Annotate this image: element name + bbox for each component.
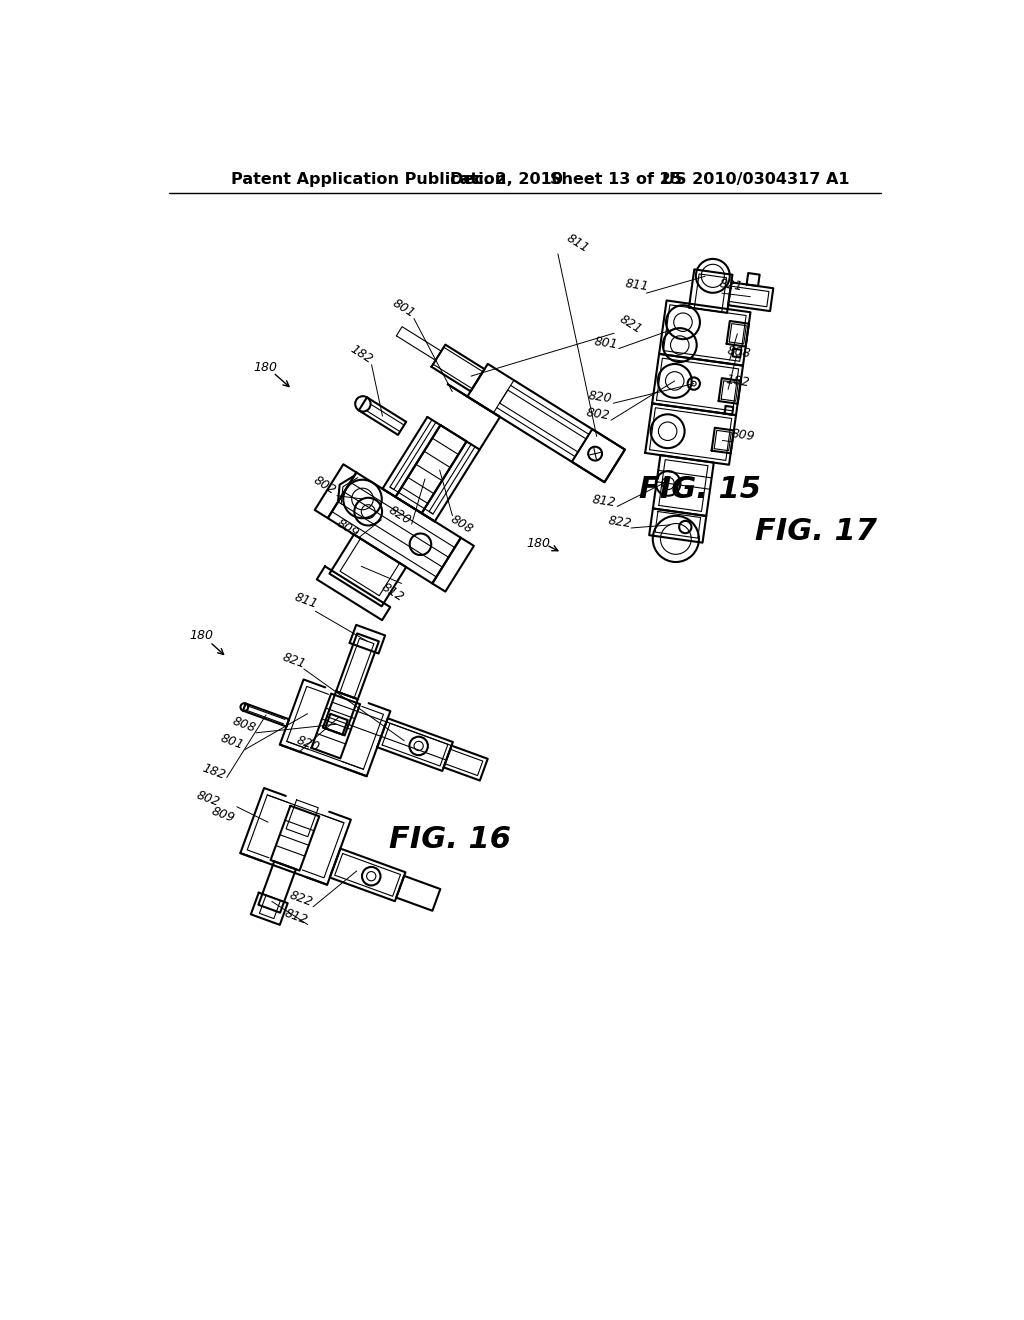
Text: 812: 812: [591, 492, 616, 510]
Text: Sheet 13 of 25: Sheet 13 of 25: [550, 172, 682, 186]
Text: 808: 808: [231, 715, 258, 735]
Text: 821: 821: [719, 277, 744, 293]
Text: FIG. 15: FIG. 15: [639, 475, 762, 504]
Text: 182: 182: [348, 343, 375, 367]
Text: 822: 822: [607, 513, 632, 529]
Text: Patent Application Publication: Patent Application Publication: [230, 172, 506, 186]
Text: 812: 812: [379, 579, 406, 603]
Text: 822: 822: [288, 888, 315, 909]
Text: 821: 821: [281, 651, 307, 671]
Text: 809: 809: [210, 804, 237, 825]
Text: 808: 808: [726, 345, 752, 360]
Text: 820: 820: [588, 389, 613, 405]
Text: 809: 809: [334, 516, 361, 540]
Text: 180: 180: [253, 362, 278, 375]
Text: 811: 811: [625, 277, 650, 293]
Text: 182: 182: [201, 762, 227, 781]
Text: FIG. 16: FIG. 16: [389, 825, 511, 854]
Text: 820: 820: [294, 734, 322, 754]
Text: 811: 811: [293, 591, 319, 611]
Text: 802: 802: [195, 789, 221, 809]
Text: 820: 820: [386, 503, 414, 527]
Text: 809: 809: [730, 428, 756, 444]
Text: 180: 180: [526, 537, 551, 550]
Text: 802: 802: [585, 407, 610, 422]
Text: 811: 811: [563, 231, 591, 255]
Text: 821: 821: [617, 312, 645, 335]
Text: 180: 180: [189, 630, 213, 643]
Text: 182: 182: [725, 374, 751, 389]
Text: 808: 808: [449, 512, 475, 536]
Text: 801: 801: [219, 731, 246, 752]
Text: 812: 812: [283, 907, 309, 927]
Text: 801: 801: [594, 335, 620, 351]
Text: 801: 801: [390, 297, 418, 321]
Text: US 2010/0304317 A1: US 2010/0304317 A1: [662, 172, 849, 186]
Text: 802: 802: [311, 474, 338, 498]
Text: Dec. 2, 2010: Dec. 2, 2010: [451, 172, 563, 186]
Text: FIG. 17: FIG. 17: [755, 517, 877, 546]
